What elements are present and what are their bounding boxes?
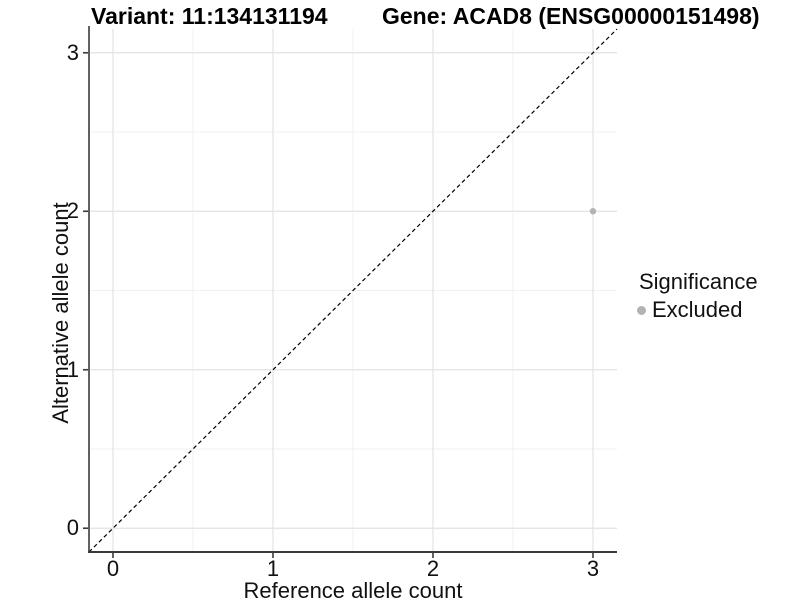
x-tick-label: 1 <box>266 556 280 581</box>
x-tick-label: 3 <box>586 556 600 581</box>
data-point <box>589 208 597 215</box>
gene-title: Gene: ACAD8 (ENSG00000151498) <box>382 3 760 29</box>
legend: Significance Excluded <box>636 269 758 323</box>
identity-dashed-line <box>88 28 618 553</box>
y-tick-label: 0 <box>66 515 79 541</box>
x-tick-label: 2 <box>426 556 440 581</box>
y-axis-title: Alternative allele count <box>48 202 73 424</box>
legend-entries: Excluded <box>636 297 758 323</box>
x-tick-label: 0 <box>106 556 120 581</box>
legend-entry: Excluded <box>636 297 758 323</box>
y-tick-label: 1 <box>66 356 79 382</box>
x-axis-title: Reference allele count <box>243 578 463 600</box>
legend-entry-label: Excluded <box>652 297 743 322</box>
legend-key-dot-icon <box>637 305 646 315</box>
variant-title: Variant: 11:134131194 <box>91 3 328 29</box>
y-tick-label: 2 <box>66 198 79 224</box>
y-tick-label: 3 <box>66 39 79 65</box>
legend-title: Significance <box>639 269 758 294</box>
